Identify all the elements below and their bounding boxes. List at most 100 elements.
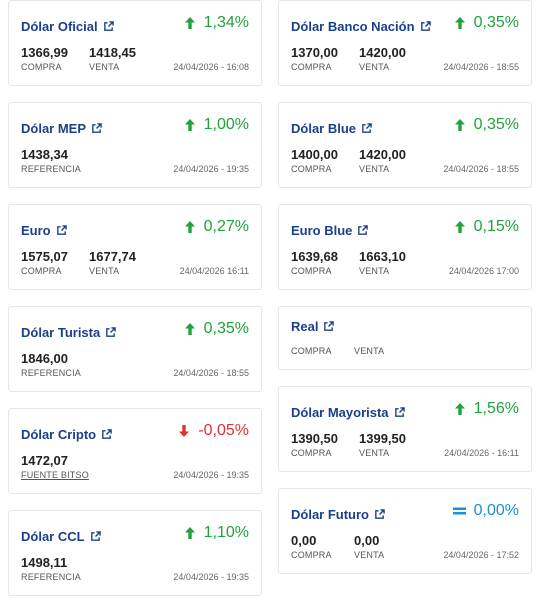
change-percent: 1,56%	[473, 400, 519, 417]
sell-value: 1420,00	[359, 45, 406, 60]
buy-label: COMPRA	[291, 266, 332, 276]
card-title-link[interactable]: Dólar Oficial	[21, 19, 114, 34]
sell-value: 1399,50	[359, 431, 406, 446]
sell-label: VENTA	[354, 346, 385, 356]
buy-label: COMPRA	[291, 164, 332, 174]
timestamp: 24/04/2026 17:00	[448, 266, 519, 276]
sell-value: 0,00	[354, 533, 380, 548]
change-indicator: 1,34%	[184, 14, 249, 32]
timestamp: 24/04/2026 - 19:35	[173, 572, 249, 582]
card-title-link[interactable]: Dólar Banco Nación	[291, 19, 431, 34]
buy-value: 1400,00	[291, 147, 338, 162]
card-title-link[interactable]: Dólar Mayorista	[291, 405, 405, 420]
external-link-icon	[103, 21, 114, 31]
arrow-up-icon	[184, 526, 196, 540]
card-title: Dólar CCL	[21, 529, 85, 544]
change-indicator: 0,35%	[184, 320, 249, 338]
timestamp: 24/04/2026 - 18:55	[443, 62, 519, 72]
buy-label: COMPRA	[291, 346, 332, 356]
card-title: Real	[291, 319, 319, 334]
card-title: Euro Blue	[291, 223, 353, 238]
timestamp: 24/04/2026 - 19:35	[173, 164, 249, 174]
change-indicator: 0,35%	[454, 14, 519, 32]
external-link-icon	[358, 225, 369, 235]
buy-label: COMPRA	[291, 448, 332, 458]
change-indicator: 0,00%	[452, 502, 519, 520]
quote-card-euro: Euro 0,27% 1575,07 1677,74 COMPRA VENTA …	[8, 204, 262, 290]
card-title-link[interactable]: Real	[291, 319, 335, 334]
card-title-link[interactable]: Dólar CCL	[21, 529, 101, 544]
quote-card-dolar-cripto: Dólar Cripto -0,05% 1472,07 FUENTE BITSO…	[8, 408, 262, 494]
buy-label: COMPRA	[291, 550, 332, 560]
change-indicator: 0,15%	[454, 218, 519, 236]
arrow-up-icon	[454, 16, 466, 30]
change-indicator: 1,00%	[184, 116, 249, 134]
sell-label: VENTA	[89, 266, 120, 276]
sell-label: VENTA	[89, 62, 120, 72]
card-title-link[interactable]: Dólar Futuro	[291, 507, 385, 522]
external-link-icon	[90, 531, 101, 541]
timestamp: 24/04/2026 - 16:11	[444, 448, 519, 458]
card-title: Dólar Mayorista	[291, 405, 389, 420]
arrow-up-icon	[454, 118, 466, 132]
card-title: Dólar Oficial	[21, 19, 98, 34]
change-percent: 1,10%	[203, 524, 249, 541]
card-title-link[interactable]: Euro Blue	[291, 223, 369, 238]
card-title-link[interactable]: Dólar Cripto	[21, 427, 112, 442]
change-indicator: 1,56%	[454, 400, 519, 418]
external-link-icon	[324, 321, 335, 331]
change-percent: 1,34%	[203, 14, 249, 31]
timestamp: 24/04/2026 - 19:35	[173, 470, 249, 480]
change-percent: 0,35%	[203, 320, 249, 337]
external-link-icon	[92, 123, 102, 133]
sell-value: 1420,00	[359, 147, 406, 162]
change-indicator: -0,05%	[178, 422, 249, 440]
arrow-up-icon	[184, 322, 196, 336]
card-title: Dólar MEP	[21, 121, 87, 136]
change-percent: -0,05%	[198, 422, 249, 439]
change-percent: 0,00%	[473, 502, 519, 519]
timestamp: 24/04/2026 - 18:55	[443, 164, 519, 174]
equal-icon	[452, 505, 466, 517]
external-link-icon	[56, 225, 67, 235]
reference-label: REFERENCIA	[21, 572, 82, 582]
quote-card-dolar-banco-nacion: Dólar Banco Nación 0,35% 1370,00 1420,00…	[278, 0, 532, 86]
quote-card-dolar-oficial: Dólar Oficial 1,34% 1366,99 1418,45 COMP…	[8, 0, 262, 86]
reference-value: 1438,34	[21, 147, 68, 162]
card-title-link[interactable]: Dólar Blue	[291, 121, 372, 136]
reference-label: REFERENCIA	[21, 164, 82, 174]
sell-label: VENTA	[359, 448, 390, 458]
external-link-icon	[362, 123, 372, 133]
change-indicator: 0,27%	[184, 218, 249, 236]
card-title-link[interactable]: Euro	[21, 223, 67, 238]
external-link-icon	[106, 327, 116, 337]
buy-value: 1370,00	[291, 45, 338, 60]
external-link-icon	[394, 407, 405, 417]
change-percent: 0,35%	[473, 116, 519, 133]
arrow-up-icon	[184, 118, 196, 132]
sell-label: VENTA	[359, 164, 390, 174]
quote-card-dolar-ccl: Dólar CCL 1,10% 1498,11 REFERENCIA 24/04…	[8, 510, 262, 596]
change-percent: 0,35%	[473, 14, 519, 31]
quote-card-dolar-turista: Dólar Turista 0,35% 1846,00 REFERENCIA 2…	[8, 306, 262, 392]
sell-value: 1677,74	[89, 249, 136, 264]
change-indicator: 0,35%	[454, 116, 519, 134]
buy-value: 1575,07	[21, 249, 68, 264]
timestamp: 24/04/2026 - 18:55	[173, 368, 249, 378]
quote-card-dolar-mep: Dólar MEP 1,00% 1438,34 REFERENCIA 24/04…	[8, 102, 262, 188]
sell-label: VENTA	[359, 266, 390, 276]
reference-value: 1846,00	[21, 351, 68, 366]
sell-value: 1663,10	[359, 249, 406, 264]
external-link-icon	[420, 21, 431, 31]
timestamp: 24/04/2026 - 17:52	[443, 550, 519, 560]
card-title-link[interactable]: Dólar Turista	[21, 325, 116, 340]
card-title: Euro	[21, 223, 51, 238]
change-indicator: 1,10%	[184, 524, 249, 542]
card-title-link[interactable]: Dólar MEP	[21, 121, 102, 136]
quote-card-dolar-mayorista: Dólar Mayorista 1,56% 1390,50 1399,50 CO…	[278, 386, 532, 472]
quote-card-dolar-blue: Dólar Blue 0,35% 1400,00 1420,00 COMPRA …	[278, 102, 532, 188]
quote-card-real: Real COMPRA VENTA	[278, 306, 532, 370]
timestamp: 24/04/2026 16:11	[179, 266, 249, 276]
reference-value: 1472,07	[21, 453, 68, 468]
source-link[interactable]: FUENTE BITSO	[21, 470, 89, 480]
